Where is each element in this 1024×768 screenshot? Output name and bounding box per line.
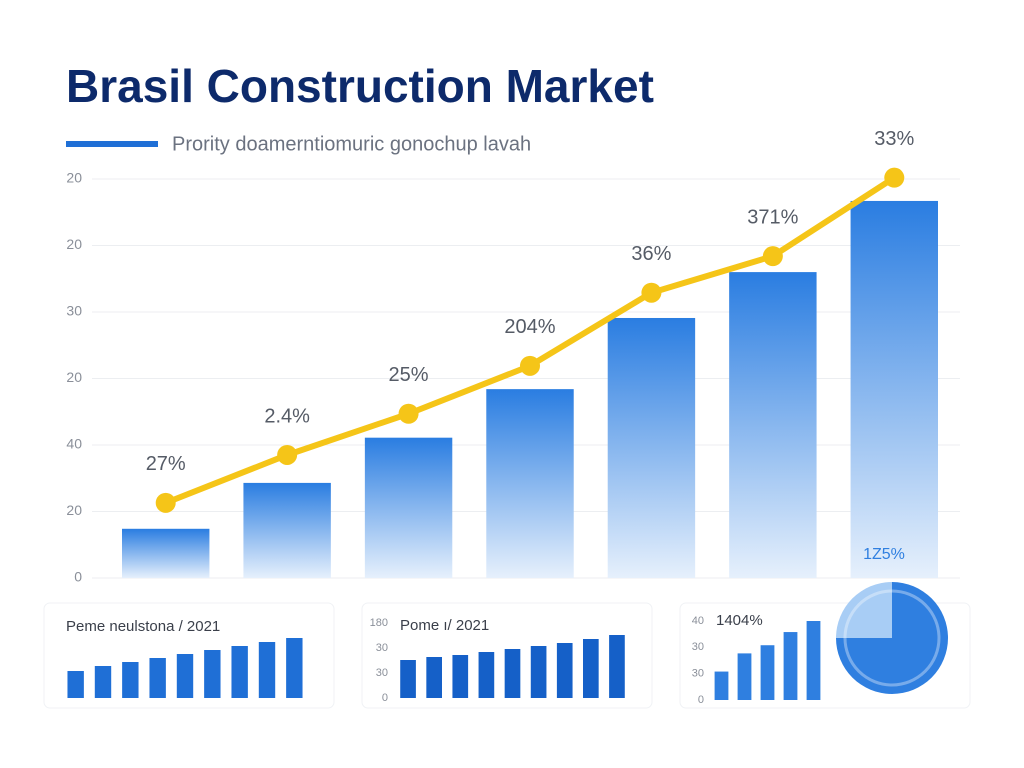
line-point [155, 492, 176, 513]
subtitle: Prority doamerntiomuric gonochup lavah [172, 133, 531, 155]
y-tick-label: 40 [66, 436, 82, 452]
bar [204, 650, 221, 698]
line-point [762, 246, 783, 267]
bar [478, 652, 495, 698]
line-point [520, 355, 540, 376]
y-tick-label: 20 [66, 236, 82, 252]
annotation: 36% [631, 243, 671, 265]
bar [243, 482, 331, 578]
y-tick-label: 30 [692, 668, 704, 680]
bar [504, 649, 521, 698]
annotation: 371% [747, 206, 798, 228]
line-point [398, 403, 419, 424]
annotation: 27% [146, 453, 186, 475]
y-tick-label: 30 [376, 667, 388, 679]
bar [737, 653, 752, 700]
bar [452, 655, 469, 698]
bar [729, 272, 817, 578]
pie-ring [843, 589, 941, 687]
panel [679, 602, 971, 709]
line-point [641, 282, 662, 303]
bar [149, 658, 166, 698]
bar [176, 654, 194, 698]
bar [400, 660, 416, 698]
bar [486, 389, 574, 578]
bar [556, 643, 573, 698]
bar [530, 646, 547, 698]
y-tick-label: 30 [692, 641, 704, 653]
y-tick-label: 30 [376, 642, 388, 654]
bar [607, 317, 696, 578]
y-tick-label: 0 [698, 694, 704, 706]
bar [806, 621, 821, 700]
mini-title: 1404% [716, 612, 763, 629]
y-tick-label: 20 [66, 369, 82, 385]
mini-title: Pome ı/ 2021 [400, 617, 489, 634]
line-point [884, 167, 905, 188]
subtitle-marker [66, 141, 158, 147]
panel [43, 602, 335, 709]
line-point [277, 444, 298, 465]
annotation: 33% [874, 128, 914, 150]
pie-slice [836, 582, 948, 694]
bar [122, 662, 139, 698]
annotation: 204% [504, 316, 555, 338]
y-tick-label: 40 [692, 615, 704, 627]
y-tick-label: 20 [66, 170, 82, 186]
bar [426, 657, 442, 698]
title: Brasil Construction Market [66, 60, 654, 112]
annotation: 2.4% [264, 405, 310, 427]
annotation: 1Z5% [863, 546, 905, 563]
annotation: 25% [389, 364, 429, 386]
bar [714, 671, 729, 700]
y-tick-label: 180 [370, 617, 388, 629]
bar [609, 635, 625, 698]
bar [783, 632, 798, 700]
bar [850, 200, 938, 578]
bar [760, 645, 775, 700]
bar [583, 639, 599, 698]
bar [67, 671, 84, 698]
panel [361, 602, 653, 709]
mini-title: Peme neulstona / 2021 [66, 618, 220, 635]
bar [94, 666, 112, 698]
pie-slice [836, 582, 892, 638]
bar [364, 437, 453, 578]
bar [231, 646, 248, 698]
y-tick-label: 30 [66, 303, 82, 319]
y-tick-label: 0 [74, 569, 82, 585]
y-tick-label: 0 [382, 692, 388, 704]
y-tick-label: 20 [66, 502, 82, 518]
bar [122, 528, 210, 578]
bar [258, 642, 276, 698]
bar [286, 638, 303, 698]
